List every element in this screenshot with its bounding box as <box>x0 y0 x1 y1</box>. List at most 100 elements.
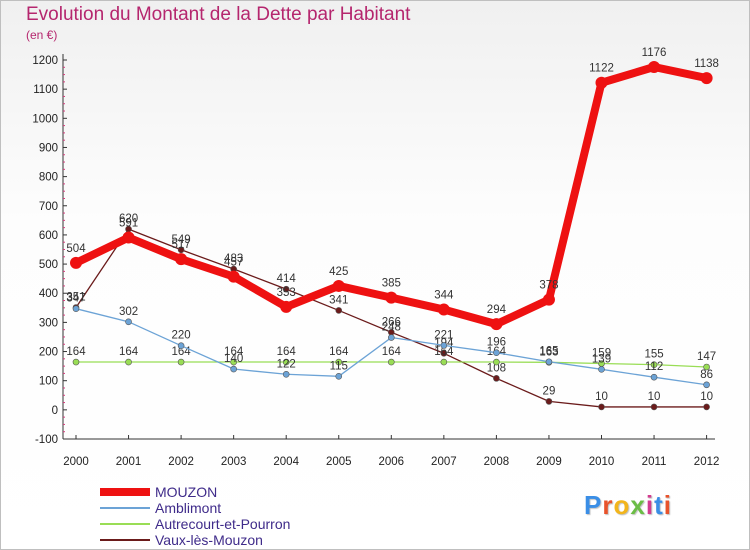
legend-swatch <box>100 488 150 496</box>
data-label-autrecourt-et-pourron: 164 <box>172 346 192 358</box>
data-label-amblimont: 221 <box>434 329 453 341</box>
logo-letter: i <box>645 490 655 520</box>
proxiti-logo: Proxiti <box>584 490 672 521</box>
x-tick-label: 2002 <box>168 456 194 468</box>
x-tick-label: 2009 <box>536 456 562 468</box>
data-point-autrecourt-et-pourron <box>177 358 185 366</box>
data-label-autrecourt-et-pourron: 163 <box>539 346 558 358</box>
data-label-vaux-les-mouzon: 10 <box>595 391 608 403</box>
data-point-vaux-les-mouzon <box>335 307 343 314</box>
data-label-autrecourt-et-pourron: 155 <box>644 349 663 361</box>
data-label-vaux-les-mouzon: 620 <box>119 213 138 225</box>
data-label-autrecourt-et-pourron: 164 <box>329 346 349 358</box>
data-point-mouzon <box>542 293 555 306</box>
data-label-autrecourt-et-pourron: 159 <box>592 347 611 359</box>
data-point-mouzon <box>437 303 450 316</box>
data-label-amblimont: 139 <box>592 353 611 365</box>
data-label-amblimont: 347 <box>66 293 85 305</box>
data-label-amblimont: 248 <box>382 322 401 334</box>
data-point-amblimont <box>650 373 658 381</box>
logo-letter: r <box>602 490 614 520</box>
y-tick-label: 300 <box>39 317 58 329</box>
logo-letter: t <box>654 490 664 520</box>
data-point-vaux-les-mouzon <box>282 285 290 293</box>
data-label-mouzon: 344 <box>434 290 454 302</box>
data-point-amblimont <box>493 349 500 357</box>
data-label-vaux-les-mouzon: 10 <box>700 391 713 403</box>
data-point-amblimont <box>440 342 448 349</box>
data-point-autrecourt-et-pourron <box>387 358 395 366</box>
data-label-autrecourt-et-pourron: 164 <box>66 346 86 358</box>
data-point-amblimont <box>545 358 553 366</box>
data-point-autrecourt-et-pourron <box>125 358 132 366</box>
x-tick-label: 2008 <box>484 456 510 468</box>
data-label-mouzon: 457 <box>224 257 243 269</box>
data-point-amblimont <box>177 342 185 350</box>
data-label-autrecourt-et-pourron: 164 <box>382 346 402 358</box>
y-tick-label: 900 <box>39 142 58 154</box>
data-label-mouzon: 504 <box>66 243 86 255</box>
data-label-mouzon: 591 <box>119 218 138 230</box>
legend-label: Amblimont <box>155 500 222 516</box>
data-label-mouzon: 517 <box>172 239 191 251</box>
data-point-autrecourt-et-pourron <box>650 361 658 368</box>
data-label-vaux-les-mouzon: 341 <box>329 294 348 306</box>
data-point-mouzon <box>332 279 345 292</box>
data-label-amblimont: 196 <box>487 337 506 349</box>
data-label-amblimont: 302 <box>119 306 138 318</box>
y-tick-label: 700 <box>39 201 58 213</box>
data-point-amblimont <box>598 366 605 373</box>
y-tick-label: 1200 <box>32 55 58 67</box>
data-point-mouzon <box>122 231 135 244</box>
data-point-vaux-les-mouzon <box>493 375 500 382</box>
data-label-vaux-les-mouzon: 414 <box>277 273 297 285</box>
data-point-mouzon <box>595 76 608 89</box>
data-point-autrecourt-et-pourron <box>282 358 290 366</box>
data-label-vaux-les-mouzon: 29 <box>543 385 556 397</box>
data-label-mouzon: 1176 <box>642 47 667 59</box>
data-point-vaux-les-mouzon <box>440 349 448 357</box>
y-tick-label: 800 <box>39 172 58 184</box>
data-point-amblimont <box>703 381 710 389</box>
data-label-mouzon: 385 <box>382 278 401 290</box>
logo-letter: i <box>663 490 672 520</box>
x-tick-label: 2006 <box>379 456 405 468</box>
legend-swatch <box>100 539 150 541</box>
data-label-autrecourt-et-pourron: 147 <box>697 351 716 363</box>
data-point-autrecourt-et-pourron <box>703 363 710 371</box>
x-tick-label: 2000 <box>63 456 89 468</box>
data-point-mouzon <box>280 300 293 313</box>
y-tick-label: 100 <box>39 376 58 388</box>
data-label-mouzon: 378 <box>539 280 558 292</box>
data-point-mouzon <box>227 270 240 283</box>
x-tick-label: 2011 <box>642 456 667 468</box>
y-tick-label: 1000 <box>32 113 58 125</box>
data-point-amblimont <box>230 365 237 373</box>
logo-letter: o <box>613 490 631 520</box>
x-tick-label: 2010 <box>589 456 615 468</box>
data-point-amblimont <box>335 373 343 380</box>
data-point-vaux-les-mouzon <box>545 398 553 405</box>
legend-label: MOUZON <box>155 484 218 500</box>
data-label-mouzon: 425 <box>329 266 348 278</box>
data-label-amblimont: 112 <box>645 361 663 373</box>
data-label-vaux-les-mouzon: 351 <box>66 292 85 304</box>
data-point-amblimont <box>387 334 395 341</box>
data-point-mouzon <box>490 318 503 331</box>
data-point-vaux-les-mouzon <box>703 403 710 411</box>
data-point-vaux-les-mouzon <box>650 403 658 411</box>
x-tick-label: 2012 <box>694 456 720 468</box>
x-tick-label: 2004 <box>273 456 299 468</box>
data-point-mouzon <box>648 60 661 73</box>
data-label-mouzon: 353 <box>277 287 296 299</box>
data-point-autrecourt-et-pourron <box>335 358 343 366</box>
data-point-mouzon <box>175 253 188 266</box>
data-point-autrecourt-et-pourron <box>230 358 237 366</box>
data-point-mouzon <box>70 256 82 269</box>
x-tick-label: 2007 <box>431 456 457 468</box>
data-label-amblimont: 86 <box>700 369 713 381</box>
legend-swatch <box>100 507 150 509</box>
y-tick-label: -100 <box>35 434 58 446</box>
data-label-amblimont: 140 <box>224 353 243 365</box>
